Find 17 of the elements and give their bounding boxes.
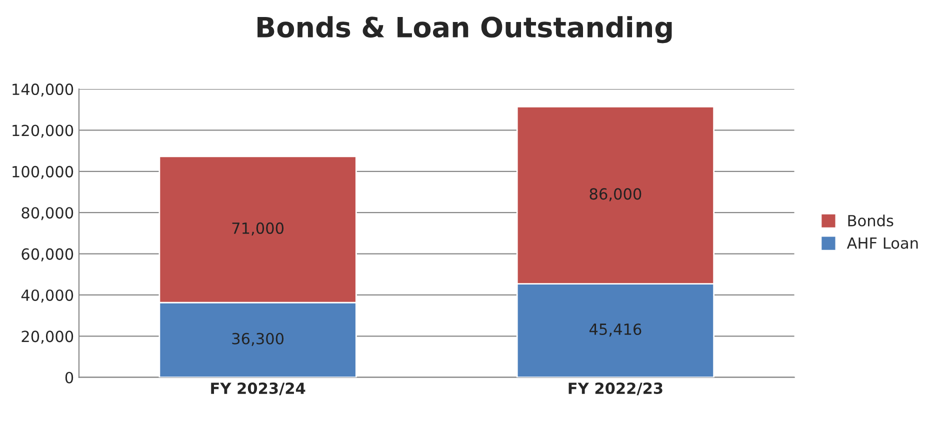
data-label: 45,416 [589,323,642,337]
y-tick-label: 60,000 [22,248,74,262]
y-tick-label: 120,000 [12,124,74,138]
data-label: 71,000 [232,222,284,236]
y-tick-label: 140,000 [12,84,74,97]
data-label: 86,000 [590,188,642,202]
y-tick-label: 20,000 [22,330,74,344]
y-tick-label: 100,000 [12,166,74,179]
chart-title: Bonds & Loan Outstanding [258,16,672,44]
y-tick-label: 0 [65,372,74,384]
y-tick-label: 40,000 [21,289,74,303]
legend-label: AHF Loan [846,237,918,249]
x-tick-label: FY 2022/23 [568,382,662,396]
x-tick-label: FY 2023/24 [211,382,306,396]
legend-label: Bonds [848,214,894,226]
y-tick-label: 80,000 [22,207,74,220]
data-label: 36,300 [232,332,284,346]
